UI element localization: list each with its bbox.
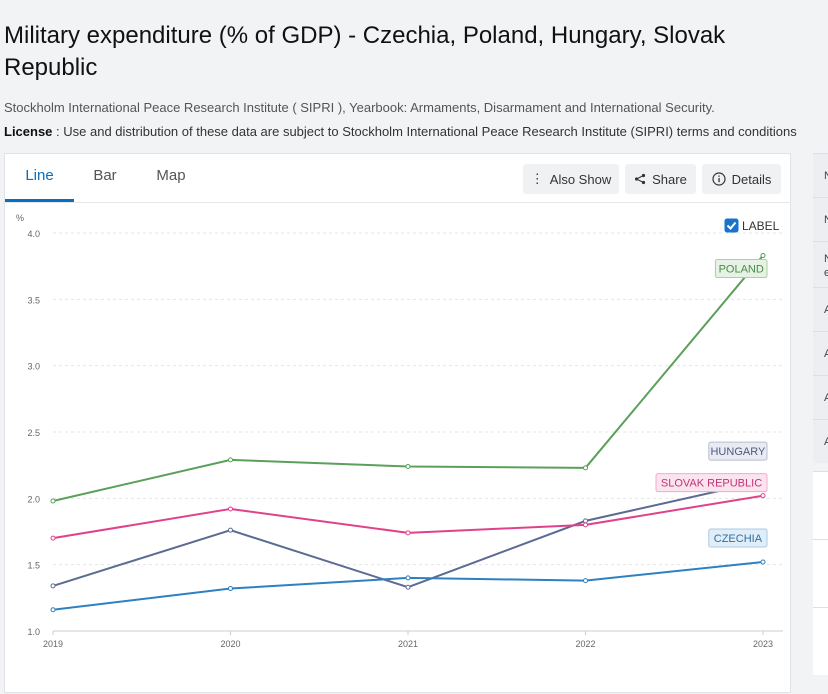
tab-bar[interactable]: Bar: [93, 167, 117, 184]
share-icon: [635, 173, 646, 185]
chart-card: Line Bar Map ⋮ Also Show Share Details 1…: [4, 153, 791, 693]
share-button[interactable]: Share: [625, 164, 696, 194]
data-point: [50, 535, 56, 541]
x-tick-label: 2023: [753, 639, 773, 649]
line-chart: 1.0 1.5 2.0 2.5 3.0 3.5 4.0% 2019 2020 2021 2022 20…: [16, 213, 783, 649]
series-label-poland: POLAND: [714, 259, 768, 279]
data-point: [583, 522, 588, 528]
x-tick-label: 2021: [398, 639, 418, 649]
also-show-button[interactable]: ⋮ Also Show: [523, 164, 619, 194]
data-point: [583, 465, 588, 471]
checkbox-box[interactable]: [724, 218, 739, 233]
x-tick-label: 2022: [575, 639, 595, 649]
y-tick-label: 2.5: [27, 428, 40, 438]
right-panel-blank: [813, 607, 828, 675]
series-label-text: POLAND: [719, 264, 764, 276]
info-icon: [712, 172, 726, 186]
right-panel-blank: [813, 539, 828, 607]
label-toggle-text: LABEL: [742, 219, 780, 233]
data-point: [760, 493, 766, 499]
license-text: License : Use and distribution of these …: [4, 124, 797, 139]
data-point: [50, 607, 56, 613]
tab-map[interactable]: Map: [156, 167, 186, 184]
data-point: [228, 506, 233, 512]
series-label-box: [714, 259, 768, 279]
right-panel: N N Ne A A A A: [813, 153, 828, 683]
data-point: [405, 463, 411, 469]
right-panel-letter: N: [824, 253, 828, 265]
series-label-text: HUNGARY: [710, 446, 765, 458]
series-label-text: SLOVAK REPUBLIC: [661, 478, 762, 490]
series-label-box: [655, 473, 768, 493]
source-text: Stockholm International Peace Research I…: [4, 100, 715, 115]
right-panel-blank: [813, 471, 828, 539]
data-point: [50, 498, 56, 504]
series-label-slovak-republic: SLOVAK REPUBLIC: [655, 473, 768, 493]
right-panel-item[interactable]: Ne: [813, 241, 828, 287]
data-point: [228, 527, 233, 533]
series-label-box: [708, 528, 768, 548]
right-panel-item[interactable]: N: [813, 153, 828, 197]
more-vertical-icon: ⋮: [530, 171, 544, 186]
series-label-box: [708, 441, 768, 461]
data-point: [405, 530, 411, 536]
right-panel-item[interactable]: N: [813, 197, 828, 241]
right-panel-item[interactable]: A: [813, 419, 828, 463]
license-label: License: [4, 124, 53, 139]
data-point: [583, 578, 588, 584]
details-button[interactable]: Details: [702, 164, 781, 194]
y-tick-label: 1.5: [27, 561, 40, 571]
share-label: Share: [652, 171, 687, 187]
series-label-czechia: CZECHIA: [708, 528, 768, 548]
data-point: [583, 518, 588, 524]
data-point: [405, 584, 411, 590]
also-show-label: Also Show: [549, 171, 612, 187]
page-title: Military expenditure (% of GDP) - Czechi…: [4, 22, 726, 81]
chart-tabs: Line Bar Map ⋮ Also Show Share Details: [5, 154, 790, 203]
data-point: [228, 586, 233, 592]
label-toggle-checkbox[interactable]: LABEL: [724, 218, 780, 233]
y-tick-label: 4.0: [27, 229, 40, 239]
x-tick-label: 2020: [220, 639, 240, 649]
y-tick-label: 1.0: [27, 627, 40, 637]
right-panel-item[interactable]: A: [813, 375, 828, 419]
data-point: [405, 575, 411, 581]
x-tick-label: 2019: [43, 639, 63, 649]
series-label-text: CZECHIA: [714, 533, 763, 545]
right-panel-item[interactable]: A: [813, 287, 828, 331]
y-tick-label: 3.5: [27, 295, 40, 305]
data-point: [760, 253, 766, 259]
right-panel-letter: e: [824, 267, 828, 279]
data-point: [228, 457, 233, 463]
y-tick-label: 2.0: [27, 494, 40, 504]
license-body: : Use and distribution of these data are…: [52, 124, 797, 139]
y-tick-label: 3.0: [27, 362, 40, 372]
data-point: [50, 583, 56, 589]
tab-line[interactable]: Line: [5, 154, 74, 202]
series-label-hungary: HUNGARY: [708, 441, 768, 461]
data-point: [760, 559, 766, 565]
details-label: Details: [731, 171, 772, 187]
right-panel-item[interactable]: A: [813, 331, 828, 375]
y-axis-label: %: [16, 213, 24, 223]
checkmark-icon: [726, 221, 737, 230]
